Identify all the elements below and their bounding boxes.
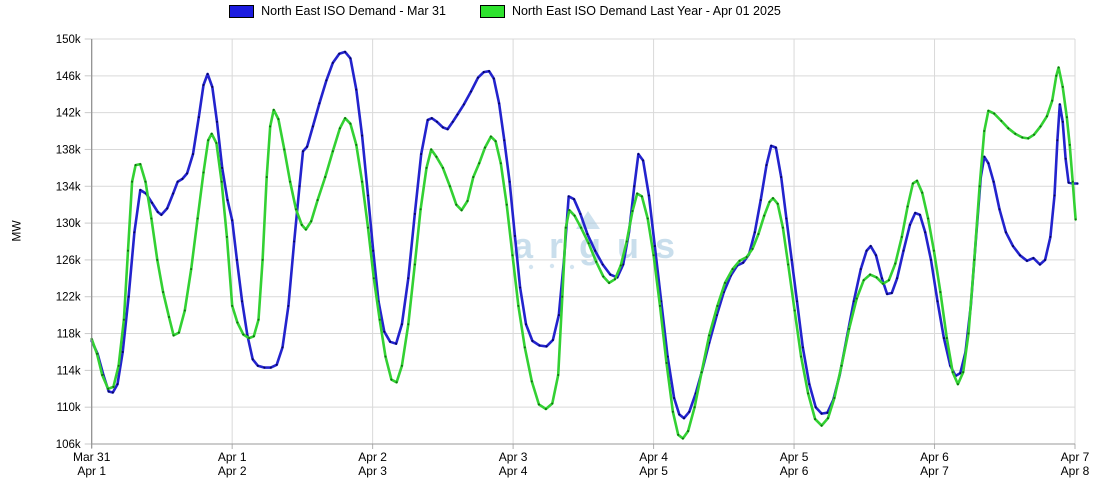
y-axis-title: MW xyxy=(9,220,24,242)
x-tick-label-top: Apr 1 xyxy=(218,450,247,464)
series-line-last-year xyxy=(90,66,1077,440)
x-tick-label-top: Apr 5 xyxy=(780,450,809,464)
x-tick-label-bottom: Apr 6 xyxy=(780,464,809,478)
y-tick-label: 122k xyxy=(56,292,81,304)
x-tick-label-bottom: Apr 8 xyxy=(1061,464,1090,478)
x-tick-label-top: Apr 3 xyxy=(499,450,528,464)
y-tick-label: 126k xyxy=(56,255,81,267)
x-tick-label-top: Apr 2 xyxy=(358,450,387,464)
y-tick-label: 146k xyxy=(56,71,81,83)
legend-swatch-last-year xyxy=(479,4,505,18)
y-tick-label: 130k xyxy=(56,218,81,230)
y-tick-label: 142k xyxy=(56,108,81,120)
axis-labels: 106k 110k 114k 118k 122k 126k 130k 134k 138k 142k… xyxy=(56,34,1090,478)
legend-label-current: North East ISO Demand - Mar 31 xyxy=(261,4,446,18)
y-tick-label: 150k xyxy=(56,34,81,46)
x-tick-label-bottom: Apr 3 xyxy=(358,464,387,478)
watermark-dot xyxy=(569,264,575,270)
legend-label-last-year: North East ISO Demand Last Year - Apr 01… xyxy=(511,4,781,18)
y-tick-label: 138k xyxy=(56,144,81,156)
watermark-dot xyxy=(528,264,534,270)
y-tick-label: 114k xyxy=(57,365,81,377)
chart-legend: North East ISO Demand - Mar 31 North Eas… xyxy=(0,4,1100,18)
legend-swatch-current xyxy=(229,4,255,18)
legend-item-current: North East ISO Demand - Mar 31 xyxy=(229,4,446,18)
x-tick-label-bottom: Apr 5 xyxy=(639,464,668,478)
legend-item-last-year: North East ISO Demand Last Year - Apr 01… xyxy=(479,4,781,18)
y-tick-label: 110k xyxy=(57,402,81,414)
axis-layer xyxy=(84,38,1076,449)
x-tick-label-bottom: Apr 1 xyxy=(77,464,106,478)
watermark: argus xyxy=(513,211,691,270)
y-tick-label: 134k xyxy=(56,181,81,193)
x-tick-label-top: Apr 7 xyxy=(1061,450,1090,464)
x-tick-label-bottom: Apr 7 xyxy=(920,464,949,478)
x-tick-label-bottom: Apr 4 xyxy=(499,464,528,478)
watermark-logo xyxy=(576,211,600,229)
y-tick-label: 118k xyxy=(57,329,81,341)
x-tick-label-bottom: Apr 2 xyxy=(218,464,247,478)
x-tick-label-top: Apr 6 xyxy=(920,450,949,464)
x-tick-label-top: Mar 31 xyxy=(73,450,111,464)
x-tick-label-top: Apr 4 xyxy=(639,450,668,464)
y-tick-label: 106k xyxy=(56,439,81,451)
watermark-text: argus xyxy=(513,225,691,266)
watermark-dot xyxy=(549,263,555,269)
